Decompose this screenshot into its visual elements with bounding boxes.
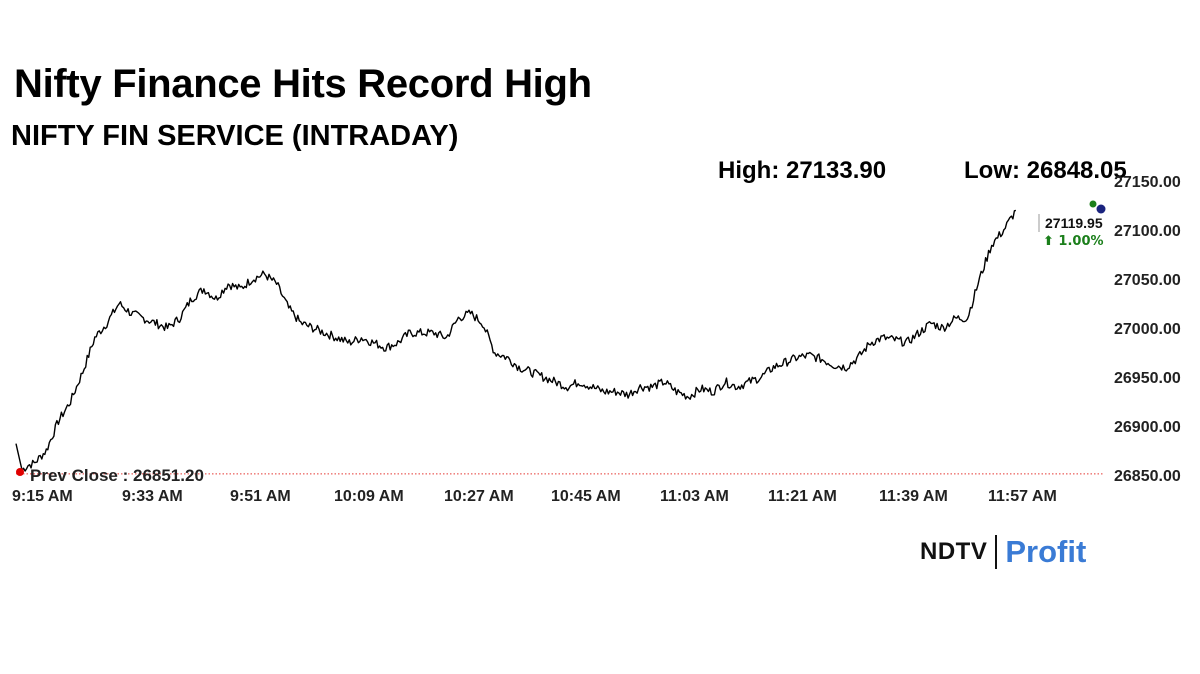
chart-subtitle: NIFTY FIN SERVICE (INTRADAY) <box>11 120 459 152</box>
low-value: Low: 26848.05 <box>964 157 1127 184</box>
x-tick-label: 9:15 AM <box>12 488 73 505</box>
y-tick-label: 26950.00 <box>1114 370 1181 387</box>
ndtv-profit-logo: NDTV Profit <box>920 532 1086 572</box>
x-tick-label: 10:45 AM <box>551 488 621 505</box>
prev-close-label: Prev Close : 26851.20 <box>30 466 204 485</box>
x-tick-label: 11:57 AM <box>988 488 1057 505</box>
x-tick-label: 10:09 AM <box>334 488 404 505</box>
session-marker-dot <box>1096 204 1106 214</box>
chart-title: Nifty Finance Hits Record High <box>14 62 592 106</box>
start-point-marker <box>16 468 24 476</box>
price-line <box>15 209 1017 472</box>
high-marker-dot <box>1089 200 1097 208</box>
x-tick-label: 9:51 AM <box>230 488 291 505</box>
logo-ndtv: NDTV <box>920 538 988 565</box>
x-tick-label: 11:39 AM <box>879 488 948 505</box>
y-tick-label: 27150.00 <box>1114 174 1181 191</box>
y-tick-label: 26900.00 <box>1114 419 1181 436</box>
y-tick-label: 26850.00 <box>1114 468 1181 485</box>
last-value-label: 27119.95 <box>1045 215 1103 231</box>
x-tick-label: 11:03 AM <box>660 488 729 505</box>
x-tick-label: 10:27 AM <box>444 488 514 505</box>
x-tick-label: 11:21 AM <box>768 488 837 505</box>
logo-divider <box>995 535 998 569</box>
y-tick-label: 27050.00 <box>1114 272 1181 289</box>
y-tick-label: 27000.00 <box>1114 321 1181 338</box>
change-percent-label: ⬆ 1.00% <box>1043 234 1104 249</box>
logo-profit: Profit <box>1005 534 1087 569</box>
x-tick-label: 9:33 AM <box>122 488 183 505</box>
high-value: High: 27133.90 <box>718 157 887 184</box>
y-tick-label: 27100.00 <box>1114 223 1181 240</box>
